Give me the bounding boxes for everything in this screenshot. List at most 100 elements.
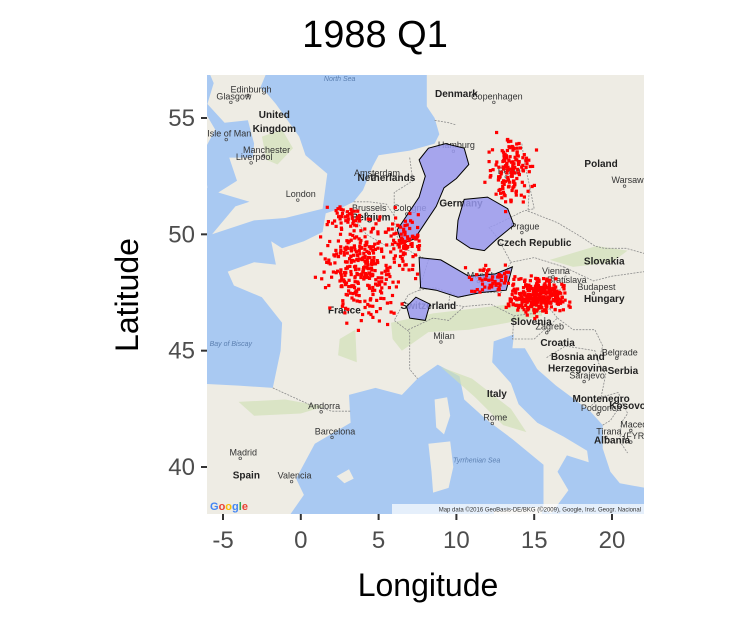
data-point	[402, 244, 406, 248]
data-point	[514, 189, 518, 193]
data-point	[378, 289, 383, 293]
data-point	[503, 152, 507, 156]
data-point	[339, 245, 343, 249]
data-point	[512, 277, 516, 281]
data-point	[354, 250, 358, 254]
data-point	[325, 223, 329, 227]
data-point	[559, 298, 563, 302]
data-point	[506, 175, 510, 180]
data-point	[374, 282, 378, 286]
data-point	[361, 268, 365, 272]
data-point	[522, 184, 527, 188]
city-marker	[249, 161, 253, 165]
data-point	[510, 293, 514, 297]
city-marker	[615, 356, 619, 360]
data-point	[378, 283, 382, 287]
data-point	[353, 268, 358, 272]
data-point	[525, 300, 529, 304]
data-point	[473, 289, 477, 293]
terrain-patch	[440, 367, 527, 433]
data-point	[504, 156, 509, 160]
data-point	[547, 289, 551, 293]
terrain-patch	[338, 329, 357, 363]
data-point	[368, 304, 372, 308]
data-point	[380, 276, 384, 280]
data-point	[339, 214, 343, 219]
data-point	[416, 225, 420, 230]
country-border	[511, 308, 559, 340]
data-point	[548, 290, 553, 294]
data-point	[363, 275, 367, 279]
data-point	[362, 266, 366, 270]
data-point	[547, 282, 551, 286]
data-point	[409, 242, 413, 246]
data-point	[403, 223, 407, 228]
data-point	[333, 219, 337, 223]
data-point	[370, 227, 375, 231]
data-point	[358, 213, 362, 217]
data-point	[520, 180, 524, 184]
data-point	[358, 252, 362, 256]
data-point	[338, 217, 342, 221]
data-point	[416, 244, 420, 249]
data-point	[403, 263, 407, 267]
data-point	[506, 178, 510, 182]
city-marker	[319, 410, 323, 414]
y-axis-title: Latitude	[109, 238, 145, 352]
sea-label: Bay of Biscay	[210, 341, 253, 348]
data-point	[390, 242, 395, 246]
data-point	[480, 288, 485, 292]
data-point	[380, 249, 384, 253]
data-point	[369, 312, 373, 317]
data-point	[517, 173, 521, 177]
data-point	[323, 286, 328, 290]
data-point	[414, 277, 418, 281]
data-point	[403, 233, 407, 237]
city-marker	[622, 184, 627, 188]
data-point	[546, 290, 550, 294]
data-point	[512, 180, 516, 184]
data-point	[508, 155, 512, 159]
data-point	[387, 286, 391, 290]
city-label: London	[286, 189, 316, 199]
country-label: Bosnia and	[551, 352, 605, 363]
data-point	[382, 255, 386, 259]
data-point	[501, 184, 505, 188]
data-point	[386, 227, 391, 231]
data-point	[509, 198, 513, 202]
city-marker	[372, 177, 376, 181]
data-point	[522, 153, 526, 157]
data-point	[334, 209, 338, 213]
data-point	[384, 263, 388, 267]
city-marker	[289, 479, 294, 484]
country-label: Denmark	[435, 89, 478, 100]
data-point	[387, 272, 391, 276]
data-point	[369, 266, 374, 270]
data-point	[563, 298, 567, 302]
city-label: Amsterdam	[354, 168, 400, 178]
data-point	[499, 191, 503, 195]
data-point	[516, 287, 520, 291]
data-point	[380, 286, 384, 290]
city-label: Manchester	[243, 145, 290, 155]
data-point	[513, 275, 517, 279]
data-point	[547, 279, 551, 283]
data-point	[488, 169, 492, 173]
data-point	[524, 283, 528, 287]
data-point	[517, 161, 521, 165]
data-point	[523, 299, 527, 303]
data-point	[483, 180, 487, 184]
data-point	[521, 156, 525, 160]
data-point	[411, 234, 415, 238]
data-point	[363, 305, 367, 310]
city-marker	[246, 93, 250, 98]
data-point	[506, 140, 511, 144]
city-marker	[551, 275, 555, 279]
data-point	[352, 284, 356, 288]
data-point	[491, 281, 495, 285]
data-point	[396, 280, 400, 284]
data-point	[504, 305, 508, 309]
data-point	[527, 307, 531, 311]
x-tick-label: 20	[599, 527, 626, 554]
city-label: Barcelona	[315, 426, 356, 436]
